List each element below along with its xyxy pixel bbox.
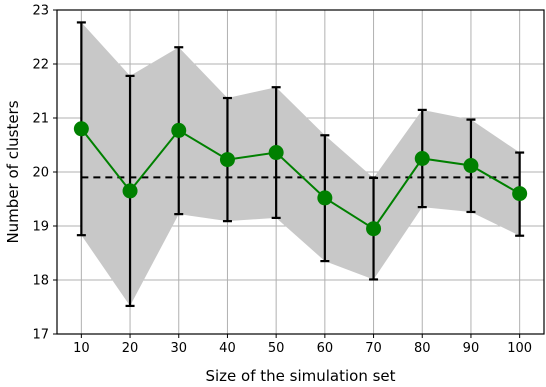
- y-tick-label: 17: [32, 328, 49, 343]
- x-tick-label: 30: [170, 341, 187, 356]
- y-axis-label: Number of clusters: [4, 100, 22, 243]
- data-point: [512, 186, 528, 202]
- y-tick-label: 21: [32, 112, 49, 127]
- data-point: [171, 122, 187, 138]
- confidence-band: [81, 22, 520, 306]
- x-tick-label: 70: [365, 341, 382, 356]
- x-tick-label: 90: [463, 341, 480, 356]
- x-tick-label: 50: [268, 341, 285, 356]
- data-point: [366, 221, 382, 237]
- x-axis-label: Size of the simulation set: [205, 367, 395, 385]
- x-tick-label: 80: [414, 341, 431, 356]
- y-tick-label: 20: [32, 166, 49, 181]
- series-line: [80, 128, 521, 231]
- tick-layer: 10 20 30 40 50 60 70 80 90 100 17 18 19 20 21 22 23: [32, 4, 532, 357]
- data-point: [268, 145, 284, 161]
- data-point: [219, 152, 235, 168]
- y-tick-label: 22: [32, 58, 49, 73]
- data-point: [73, 121, 89, 137]
- series-layer: [73, 121, 528, 237]
- x-tick-label: 20: [122, 341, 139, 356]
- y-tick-label: 18: [32, 274, 49, 289]
- confidence-band-layer: [81, 22, 520, 306]
- x-tick-label: 40: [219, 341, 236, 356]
- y-tick-label: 19: [32, 220, 49, 235]
- data-point: [463, 158, 479, 174]
- data-point: [122, 183, 138, 199]
- y-tick-label: 23: [32, 4, 49, 19]
- data-point: [317, 190, 333, 206]
- x-tick-label: 10: [73, 341, 90, 356]
- x-tick-label: 100: [507, 341, 532, 356]
- x-tick-label: 60: [317, 341, 334, 356]
- data-point: [414, 151, 430, 166]
